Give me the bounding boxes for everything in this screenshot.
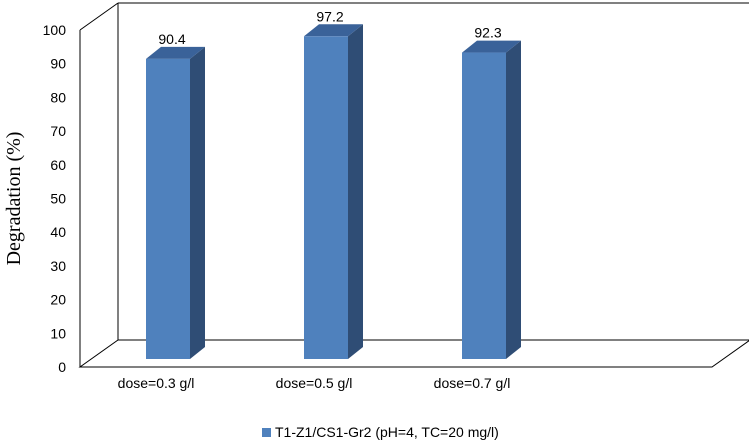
bar-group: 97.2 xyxy=(304,8,363,360)
bar-side xyxy=(190,46,205,359)
bar-top xyxy=(462,40,521,53)
x-tick-label: dose=0.7 g/l xyxy=(434,375,511,391)
y-tick-label: 30 xyxy=(50,258,66,274)
bar-side xyxy=(506,40,521,360)
x-tick-label: dose=0.5 g/l xyxy=(276,375,353,391)
top-left-depth-edge xyxy=(79,2,119,31)
bar xyxy=(146,58,190,359)
x-tick-label: dose=0.3 g/l xyxy=(118,375,195,391)
bar-group: 90.4 xyxy=(146,31,205,359)
data-label: 92.3 xyxy=(474,25,501,41)
y-tick-label: 60 xyxy=(50,157,66,173)
bar-group: 92.3 xyxy=(462,25,521,360)
y-tick-label: 10 xyxy=(50,325,66,341)
bar xyxy=(462,52,506,360)
bar-top xyxy=(304,24,363,37)
chart-frame xyxy=(78,2,749,368)
bar-top xyxy=(146,46,205,59)
y-axis: 0 10 20 30 40 50 60 70 80 90 100 xyxy=(43,22,67,375)
y-tick-label: 50 xyxy=(50,191,66,207)
legend: T1-Z1/CS1-Gr2 (pH=4, TC=20 mg/l) xyxy=(262,424,499,440)
chart-floor xyxy=(78,339,749,368)
y-axis-title: Degradation (%) xyxy=(3,132,25,266)
y-tick-label: 40 xyxy=(50,224,66,240)
y-tick-label: 100 xyxy=(43,22,67,38)
y-tick-label: 70 xyxy=(50,123,66,139)
data-label: 90.4 xyxy=(158,31,185,47)
y-tick-label: 20 xyxy=(50,292,66,308)
bar xyxy=(304,36,348,360)
y-tick-label: 90 xyxy=(50,56,66,72)
bar-side xyxy=(348,24,363,360)
x-axis: dose=0.3 g/l dose=0.5 g/l dose=0.7 g/l xyxy=(118,375,511,391)
legend-label: T1-Z1/CS1-Gr2 (pH=4, TC=20 mg/l) xyxy=(275,424,499,440)
y-tick-label: 0 xyxy=(58,359,66,375)
bar-series: 90.4 97.2 92.3 xyxy=(146,8,521,360)
legend-swatch xyxy=(262,428,271,437)
data-label: 97.2 xyxy=(316,8,343,24)
y-tick-label: 80 xyxy=(50,89,66,105)
